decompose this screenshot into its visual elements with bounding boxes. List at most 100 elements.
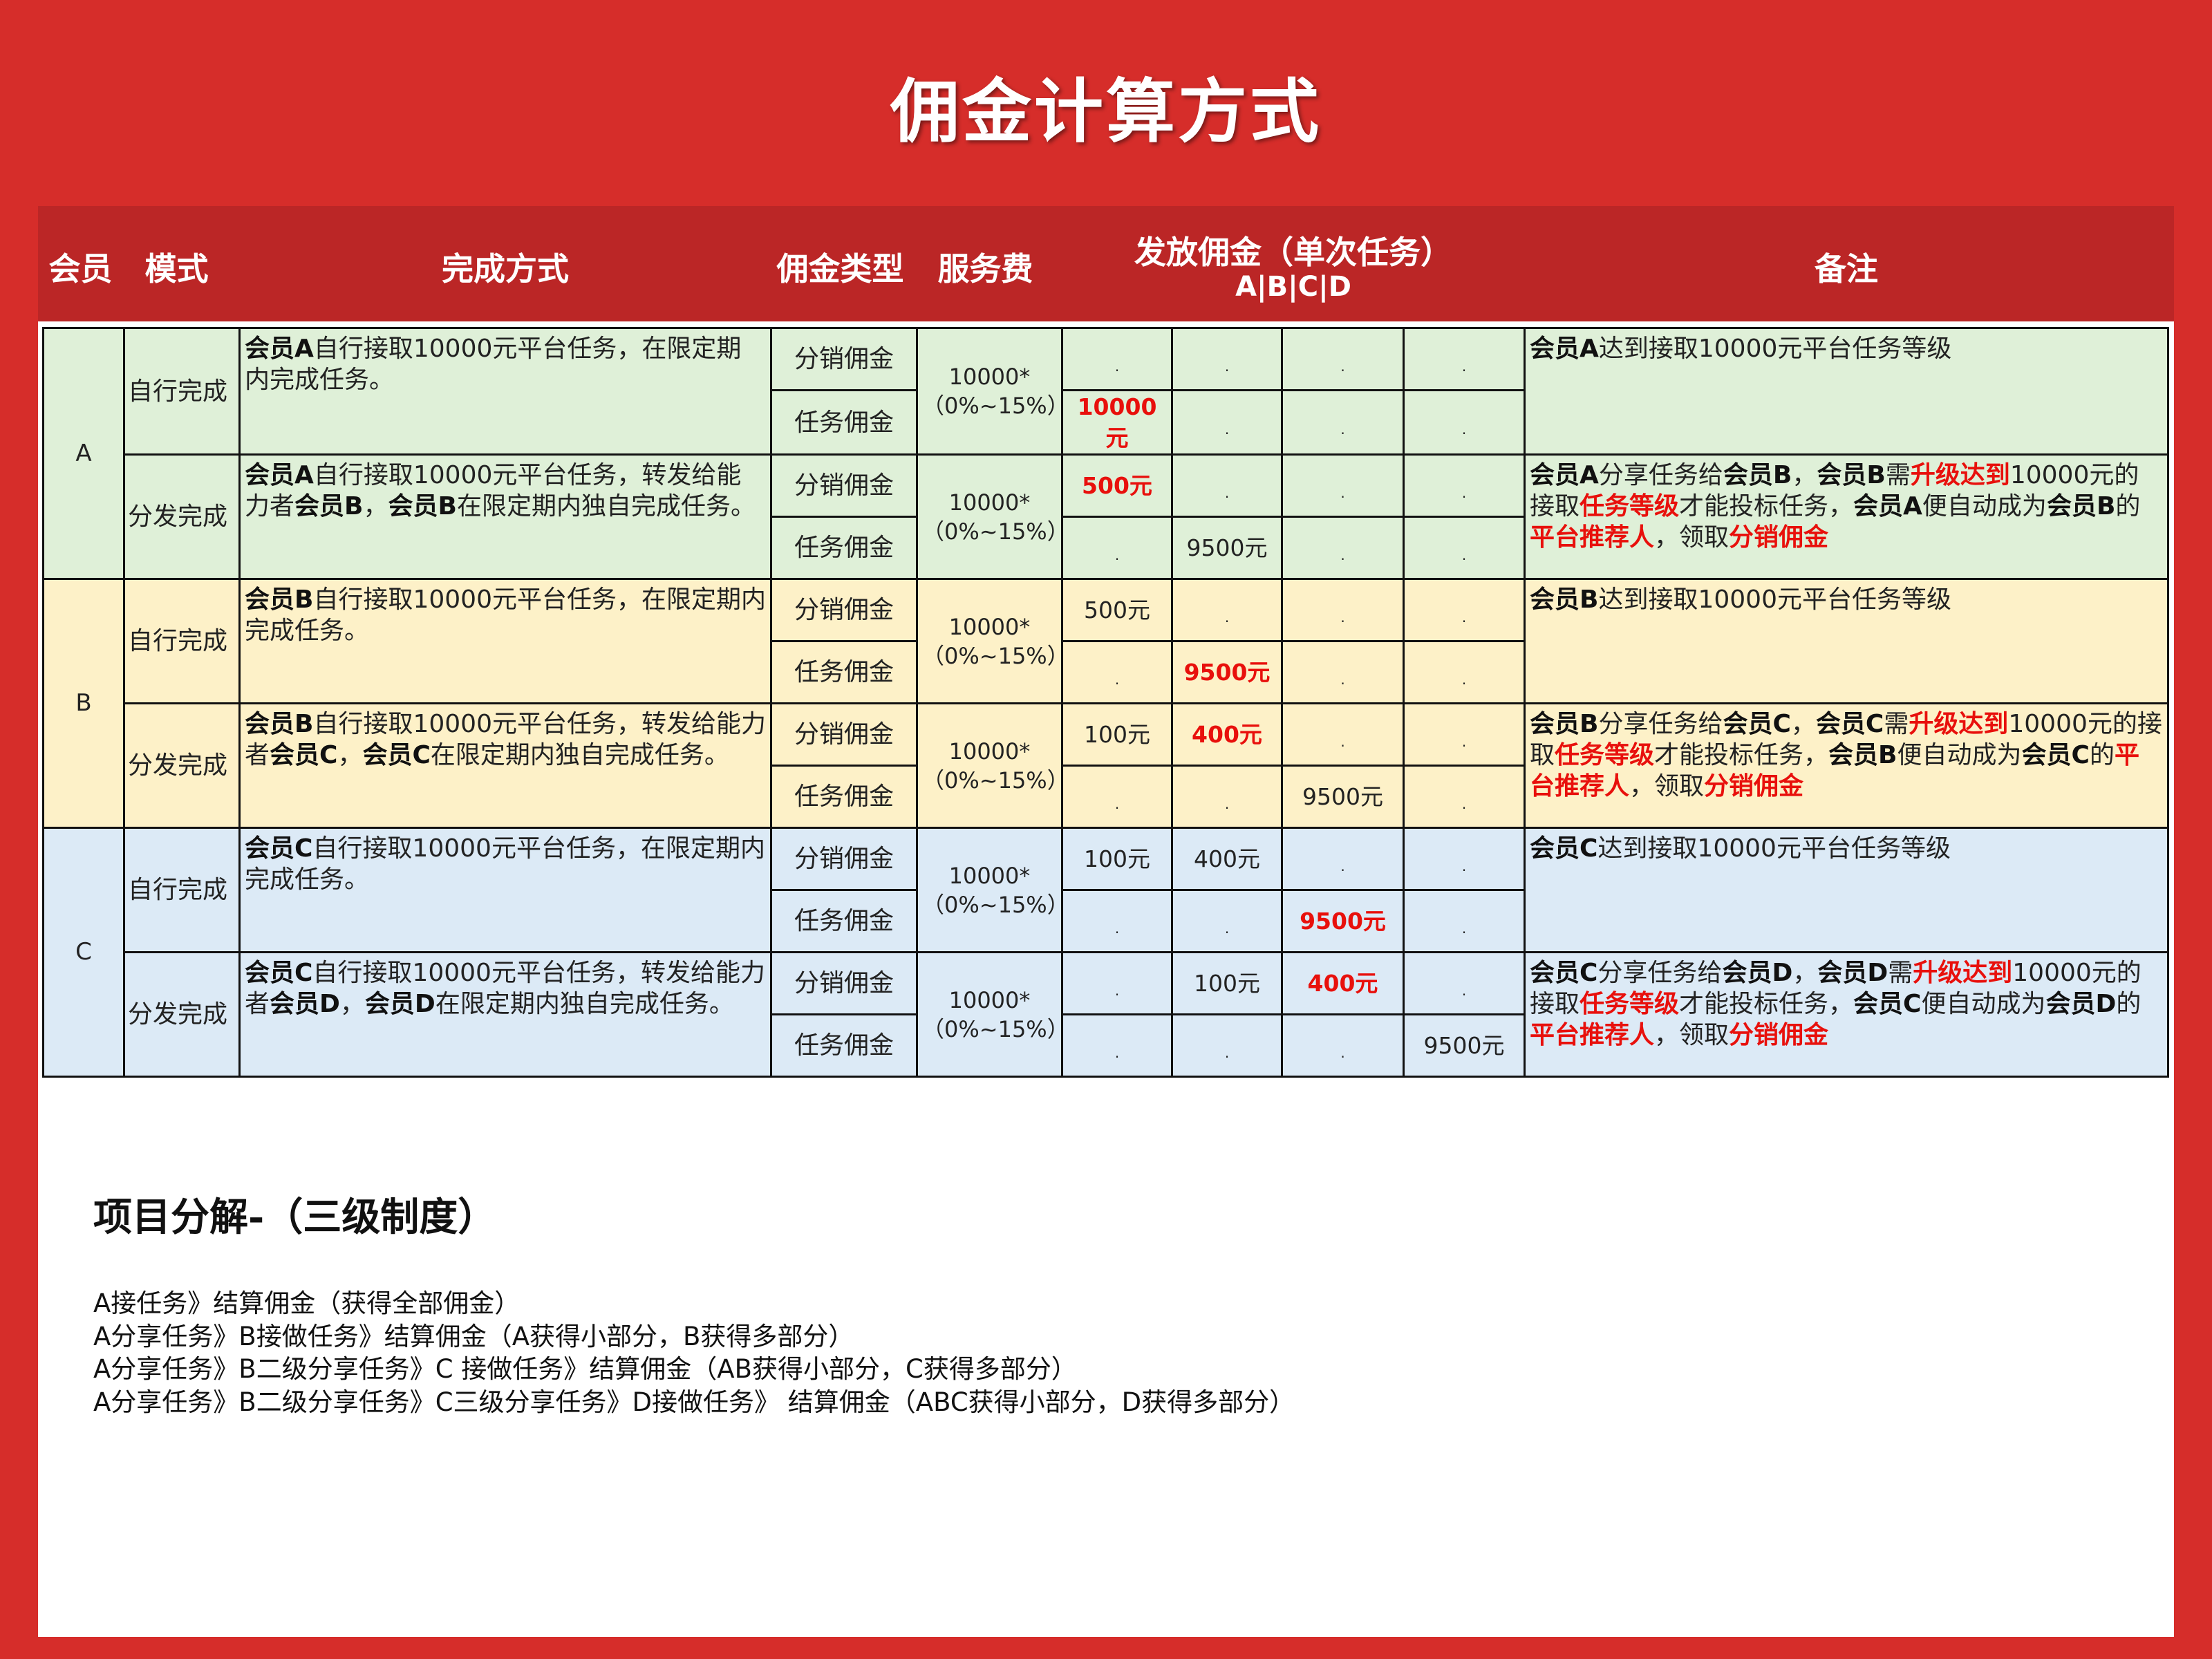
member-name-text: 会员B — [1530, 710, 1599, 738]
empty-marker: . — [1461, 608, 1467, 626]
mode-cell: 自行完成 — [123, 327, 241, 456]
member-name-text: 会员A — [1853, 492, 1922, 521]
text-segment: 达到接取10000元平台任务等级 — [1598, 335, 1952, 363]
remark-cell: 会员C达到接取10000元平台任务等级 — [1524, 827, 2169, 953]
text-segment: 便自动成为 — [1921, 990, 2046, 1018]
empty-marker: . — [1224, 357, 1230, 375]
mode-cell: 自行完成 — [123, 578, 241, 704]
text-segment: ，领取 — [1654, 1021, 1730, 1049]
header-member: 会员 — [48, 250, 113, 288]
text-segment: 才能投标任务， — [1654, 741, 1829, 769]
highlight-text: 任务等级 — [1580, 990, 1680, 1018]
empty-marker: . — [1340, 357, 1345, 375]
text-segment: 自行接取10000元平台任务，转发给能力者 — [245, 710, 766, 769]
text-segment: 10000元的接取 — [1530, 710, 2162, 769]
payout-cell-d: . — [1403, 516, 1526, 580]
payout-value: 500元 — [1084, 597, 1150, 624]
payout-cell-c: 400元 — [1281, 951, 1405, 1015]
member-name-text: 会员C — [245, 834, 313, 863]
text-segment: 便自动成为 — [1922, 492, 2047, 521]
remark-cell: 会员B达到接取10000元平台任务等级 — [1524, 578, 2169, 704]
empty-marker: . — [1114, 982, 1120, 999]
header-remark: 备注 — [1815, 250, 1878, 288]
payout-cell-c: . — [1281, 516, 1405, 580]
header-row: 会员 模式 完成方式 佣金类型 服务费 发放佣金（单次任务） A|B|C|D 备… — [44, 206, 2168, 328]
fee-text: 10000* — [948, 986, 1031, 1013]
text-segment: 才能投标任务， — [1679, 990, 1854, 1018]
text-segment: 需 — [1888, 959, 1913, 987]
payout-cell-a: . — [1061, 1013, 1173, 1078]
payout-cell-c: . — [1281, 702, 1405, 767]
member-name-text: 会员D — [2045, 990, 2117, 1018]
payout-cell-b: 9500元 — [1171, 516, 1283, 580]
member-cell: B — [42, 578, 125, 829]
payout-cell-c: . — [1281, 1013, 1405, 1078]
commission-table: 会员 模式 完成方式 佣金类型 服务费 发放佣金（单次任务） A|B|C|D 备… — [42, 206, 2169, 1078]
text-segment: 10000元的接取 — [1530, 461, 2139, 521]
text-segment: ， — [1790, 710, 1816, 738]
payout-value: 9500元 — [1186, 534, 1268, 561]
payout-cell-b: . — [1171, 765, 1283, 829]
commission-type-cell: 分销佣金 — [770, 453, 918, 518]
member-name-text: 会员A — [245, 335, 314, 363]
method-cell: 会员B自行接取10000元平台任务，转发给能力者会员C，会员C在限定期内独自完成… — [238, 702, 772, 829]
payout-cell-c: . — [1281, 827, 1405, 891]
payout-cell-b: . — [1171, 327, 1283, 391]
payout-cell-c: . — [1281, 578, 1405, 642]
method-cell: 会员B自行接取10000元平台任务，在限定期内完成任务。 — [238, 578, 772, 704]
fee-text: （0%~15%） — [922, 1015, 1062, 1042]
empty-marker: . — [1461, 919, 1467, 937]
header-mode: 模式 — [144, 250, 209, 288]
highlight-text: 平台推荐人 — [1530, 741, 2139, 800]
table-row: 分发完成 会员C自行接取10000元平台任务，转发给能力者会员D，会员D在限定期内… — [43, 951, 2169, 1078]
empty-marker: . — [1340, 484, 1345, 501]
highlight-text: 分销佣金 — [1729, 523, 1829, 552]
payout-cell-d: . — [1403, 327, 1526, 391]
payout-cell-a: 500元 — [1061, 578, 1173, 642]
highlight-text: 升级达到 — [1909, 710, 2009, 738]
member-name-text: 会员B — [388, 492, 457, 521]
text-segment: 便自动成为 — [1897, 741, 2022, 769]
remark-cell: 会员B分享任务给会员C，会员C需升级达到10000元的接取任务等级才能投标任务，… — [1524, 702, 2169, 829]
empty-marker: . — [1461, 421, 1467, 438]
commission-type-cell: 分销佣金 — [770, 578, 918, 642]
service-fee-cell: 10000* （0%~15%） — [916, 453, 1063, 580]
text-segment: ， — [1792, 461, 1817, 489]
remark-cell: 会员C分享任务给会员D，会员D需升级达到10000元的接取任务等级才能投标任务，… — [1524, 951, 2169, 1078]
payout-cell-d: . — [1403, 951, 1526, 1015]
service-fee-cell: 10000* （0%~15%） — [916, 327, 1063, 456]
payout-cell-c: . — [1281, 389, 1405, 456]
empty-marker: . — [1340, 857, 1345, 874]
payout-value: 400元 — [1307, 970, 1378, 997]
payout-cell-a: . — [1061, 765, 1173, 829]
table-row: 分发完成 会员A自行接取10000元平台任务，转发给能力者会员B，会员B在限定期内… — [43, 453, 2169, 580]
method-cell: 会员C自行接取10000元平台任务，转发给能力者会员D，会员D在限定期内独自完成… — [238, 951, 772, 1078]
payout-cell-b: . — [1171, 453, 1283, 518]
highlight-text: 任务等级 — [1555, 741, 1655, 769]
text-segment: ， — [337, 741, 363, 769]
empty-marker: . — [1461, 546, 1467, 563]
breakdown-heading: 项目分解-（三级制度） — [93, 1194, 497, 1240]
table-row: 分发完成 会员B自行接取10000元平台任务，转发给能力者会员C，会员C在限定期内… — [43, 702, 2169, 829]
payout-value: 10000元 — [1077, 393, 1157, 451]
highlight-text: 升级达到 — [1910, 461, 2010, 489]
service-fee-cell: 10000* （0%~15%） — [916, 951, 1063, 1078]
empty-marker: . — [1224, 421, 1230, 438]
text-segment: 在限定期内独自完成任务。 — [435, 990, 734, 1018]
empty-marker: . — [1224, 919, 1230, 937]
method-cell: 会员C自行接取10000元平台任务，在限定期内完成任务。 — [238, 827, 772, 953]
text-segment: 需 — [1885, 461, 1911, 489]
payout-cell-a: . — [1061, 516, 1173, 580]
empty-marker: . — [1461, 795, 1467, 812]
text-segment: 的 — [2089, 741, 2115, 769]
fee-text: 10000* — [948, 364, 1031, 390]
member-name-text: 会员D — [270, 990, 340, 1018]
commission-type-cell: 分销佣金 — [770, 327, 918, 391]
fee-text: 10000* — [948, 862, 1031, 889]
text-segment: ， — [363, 492, 388, 521]
table-body: A 自行完成 会员A自行接取10000元平台任务，在限定期内完成任务。 分销佣金 100… — [42, 327, 2169, 1078]
member-name-text: 会员A — [1530, 335, 1599, 363]
member-name-text: 会员B — [245, 710, 314, 738]
payout-cell-b: 400元 — [1171, 702, 1283, 767]
empty-marker: . — [1461, 857, 1467, 874]
